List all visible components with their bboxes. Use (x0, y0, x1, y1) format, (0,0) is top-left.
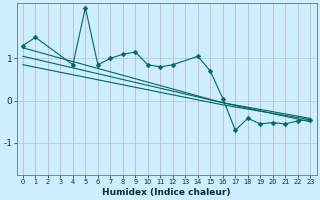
X-axis label: Humidex (Indice chaleur): Humidex (Indice chaleur) (102, 188, 231, 197)
